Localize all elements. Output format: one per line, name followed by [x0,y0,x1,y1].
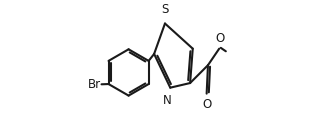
Text: O: O [215,32,224,45]
Text: Br: Br [88,78,101,91]
Text: S: S [161,3,169,16]
Text: O: O [202,98,211,111]
Text: N: N [163,94,171,107]
